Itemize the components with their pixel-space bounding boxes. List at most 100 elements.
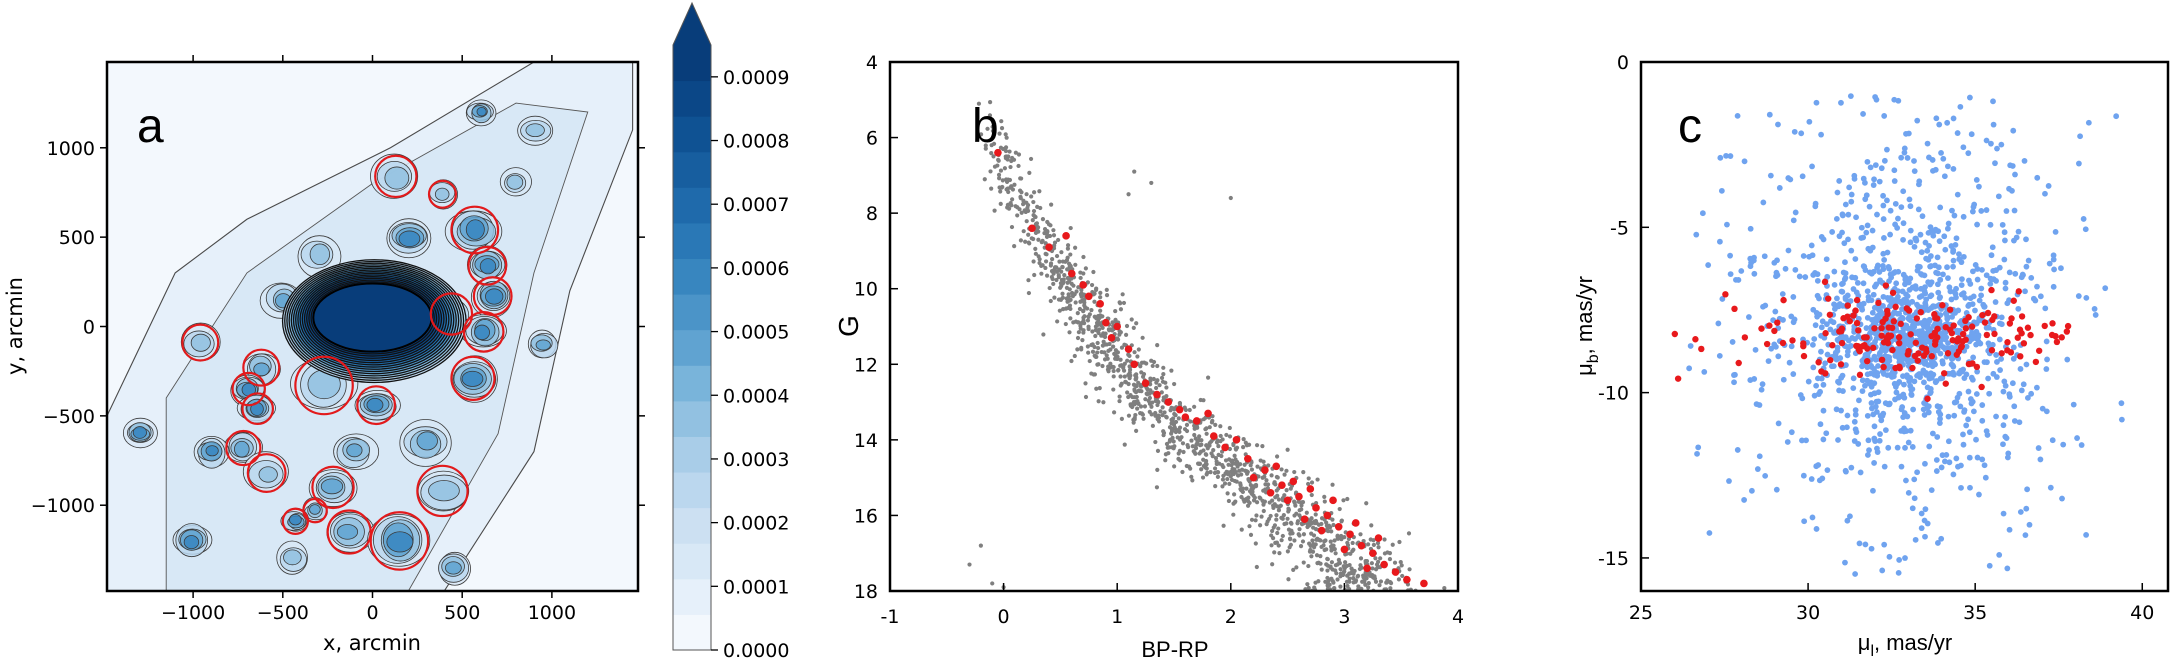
panel-c-field-star — [1960, 441, 1967, 448]
panel-c-field-star — [1732, 371, 1738, 378]
panel-c-field-star — [1829, 229, 1836, 235]
panel-b-field-star — [1204, 466, 1209, 471]
panel-b-field-star — [1063, 321, 1068, 327]
panel-b-field-star — [1331, 522, 1336, 528]
panel-b-member-star — [1085, 292, 1093, 301]
panel-b-member-star — [1102, 318, 1110, 327]
panel-b-field-star — [1164, 394, 1169, 399]
panel-b-field-star — [1264, 478, 1269, 483]
panel-c-field-star — [1833, 406, 1840, 413]
panel-c-field-star — [1973, 436, 1979, 443]
panel-c-field-star — [1979, 417, 1986, 424]
panel-b-field-star — [1326, 578, 1331, 583]
panel-b-field-star — [1024, 200, 1029, 205]
panel-c-member-star — [1838, 327, 1845, 335]
panel-c-field-star — [1959, 276, 1965, 282]
panel-b-field-star — [1329, 546, 1334, 551]
panel-c-field-star — [1988, 140, 1994, 147]
panel-c-field-star — [1911, 378, 1918, 385]
panel-c-field-star — [1881, 463, 1888, 470]
panel-b-field-star — [1351, 547, 1356, 552]
panel-c-member-star — [2024, 324, 2032, 331]
panel-c-frame — [1639, 60, 2170, 593]
panel-c-field-star — [1945, 340, 1951, 347]
panel-b-field-star — [1274, 540, 1280, 545]
panel-b-field-star — [1272, 523, 1278, 528]
panel-c-field-star — [2046, 260, 2053, 267]
panel-c-field-star — [1901, 145, 1908, 152]
panel-c-member-star — [2007, 349, 2015, 356]
panel-b-field-star — [1090, 349, 1096, 354]
panel-c-member-star — [1766, 322, 1773, 329]
panel-b-field-star — [1067, 330, 1072, 335]
panel-b-y-tick-label: 6 — [866, 128, 878, 150]
panel-b-field-star — [1081, 309, 1086, 314]
panel-b-field-star — [1230, 466, 1235, 472]
panel-c-member-star — [1914, 357, 1921, 364]
panel-b-field-star — [1407, 567, 1412, 572]
panel-c-member-star — [1853, 319, 1861, 327]
panel-b-field-star — [989, 186, 994, 191]
panel-b-field-star — [1328, 539, 1333, 544]
panel-c-field-star — [1853, 429, 1860, 435]
panel-b-field-star — [1193, 446, 1199, 451]
panel-c-member-star — [1837, 361, 1845, 368]
panel-c-member-star — [1852, 307, 1859, 314]
panel-b-member-star — [1351, 519, 1360, 527]
panel-b-field-star — [1337, 506, 1342, 512]
panel-c-field-star — [1846, 184, 1853, 191]
colorbar-tick-label: 0.0004 — [723, 385, 789, 407]
panel-c-field-star — [2006, 393, 2013, 400]
panel-c-field-star — [1924, 247, 1931, 254]
panel-c-member-star — [1671, 330, 1679, 338]
panel-c-field-star — [2016, 419, 2023, 426]
panel-b-field-star — [1392, 594, 1396, 598]
panel-b-field-star — [983, 146, 988, 151]
panel-c-field-star — [2058, 265, 2064, 272]
panel-a-x-tick-label: 0 — [366, 602, 378, 624]
panel-b-field-star — [1364, 572, 1369, 577]
panel-b-field-star — [1037, 260, 1042, 266]
panel-b-field-star — [1227, 425, 1232, 431]
panel-b-field-star — [1311, 541, 1316, 547]
panel-c-field-star — [1838, 99, 1844, 106]
panel-b-field-star — [1305, 582, 1310, 587]
panel-b-field-star — [1305, 592, 1309, 596]
panel-b-field-star — [1279, 515, 1284, 520]
panel-c-field-star — [1843, 424, 1850, 431]
panel-c-field-star — [1917, 371, 1924, 378]
panel-b-field-star — [996, 172, 1002, 177]
panel-b-field-star — [1276, 508, 1281, 513]
panel-c-field-star — [2083, 294, 2090, 301]
panel-a-clump-contour — [525, 123, 545, 138]
panel-b-field-star — [1266, 463, 1271, 468]
panel-b-field-star — [1176, 427, 1181, 432]
panel-b-field-star — [1323, 579, 1328, 584]
panel-c-field-star — [1867, 269, 1873, 276]
panel-c-field-star — [2050, 283, 2057, 290]
panel-a-clump-contour — [506, 174, 524, 190]
panel-b-field-star — [1270, 562, 1275, 567]
panel-c-member-star — [1939, 301, 1946, 309]
panel-c-field-star — [2043, 366, 2050, 372]
panel-a-clump-contour — [398, 230, 421, 248]
panel-b-member-star — [1300, 515, 1309, 524]
panel-a-clump-contour — [320, 478, 344, 495]
panel-c-field-star — [2082, 226, 2089, 233]
panel-c-field-star — [1930, 167, 1936, 174]
panel-b-field-star — [989, 143, 994, 148]
panel-b-member-star — [1363, 564, 1371, 573]
panel-b-field-star — [1190, 478, 1195, 483]
panel-b-field-star — [1204, 452, 1209, 457]
panel-c-field-star — [1748, 259, 1755, 266]
panel-b-field-star — [1118, 383, 1123, 388]
panel-c-field-star — [1810, 272, 1817, 278]
panel-a-cluster-circle — [281, 507, 310, 535]
panel-c-y-tick-label: -5 — [1610, 217, 1629, 239]
panel-b-field-star — [1073, 245, 1078, 250]
panel-b-member-star — [1295, 492, 1303, 501]
panel-c-field-star — [1808, 242, 1815, 249]
panel-c-field-star — [2010, 344, 2017, 351]
panel-b-field-star — [1164, 441, 1170, 447]
panel-c-field-star — [2078, 442, 2085, 448]
